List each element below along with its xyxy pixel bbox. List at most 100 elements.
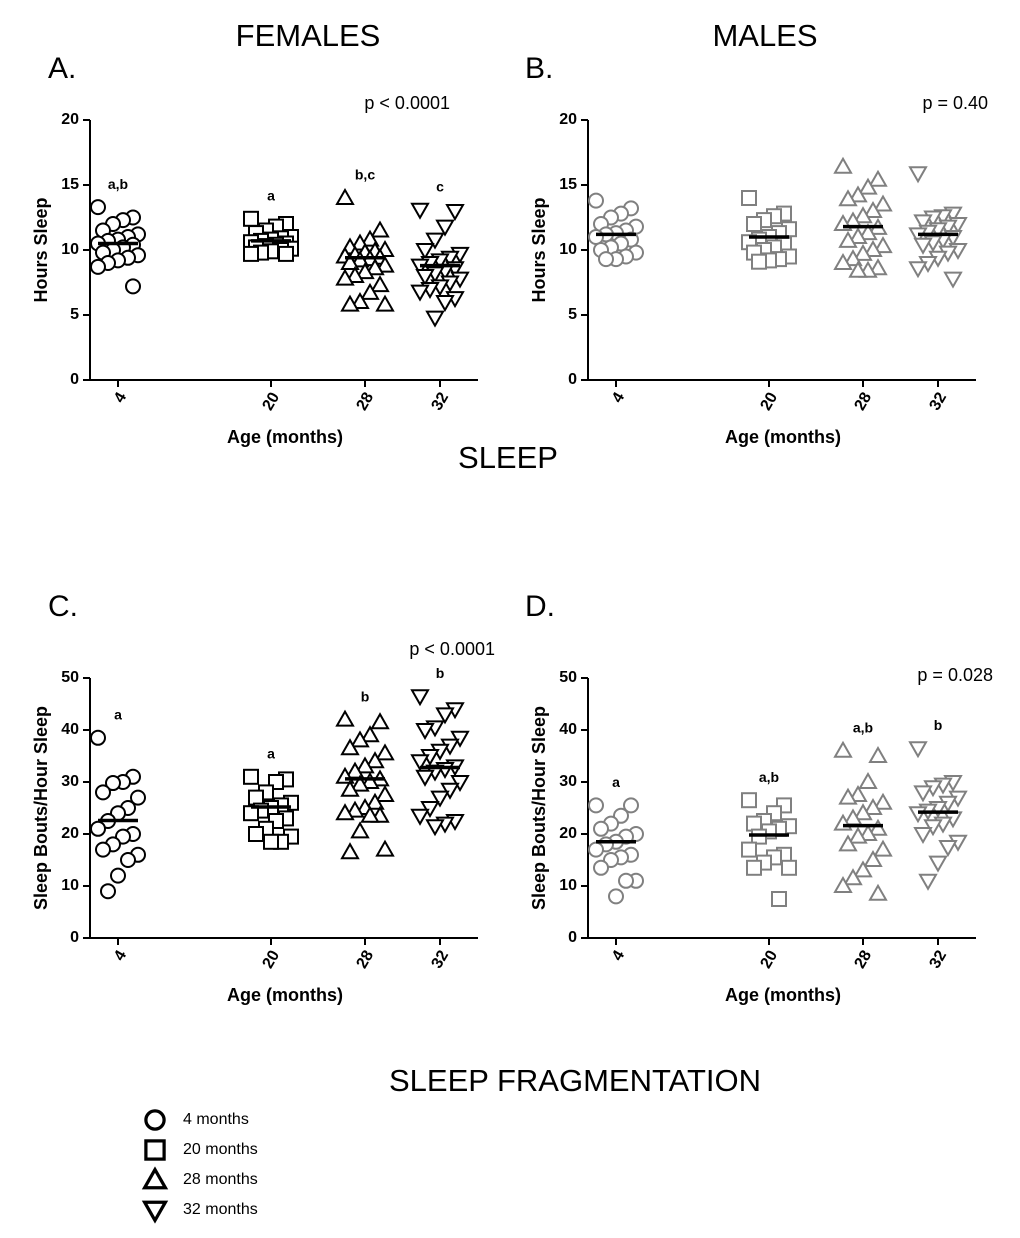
y-tick-label: 10 bbox=[61, 241, 79, 258]
point bbox=[848, 185, 868, 203]
y-tick-label: 10 bbox=[61, 877, 79, 894]
point bbox=[90, 820, 106, 837]
point bbox=[340, 252, 360, 270]
p-value: p < 0.0001 bbox=[409, 639, 495, 659]
point bbox=[435, 707, 455, 725]
y-tick-label: 15 bbox=[559, 176, 577, 193]
point bbox=[858, 823, 878, 841]
x-tick-label: 28 bbox=[353, 948, 377, 972]
y-tick-label: 20 bbox=[61, 111, 79, 128]
point bbox=[858, 771, 878, 789]
y-tick-label: 20 bbox=[559, 825, 577, 842]
y-tick-label: 20 bbox=[559, 111, 577, 128]
point bbox=[593, 859, 609, 876]
point bbox=[853, 206, 873, 224]
point bbox=[375, 784, 395, 802]
y-tick-label: 0 bbox=[568, 371, 577, 388]
point bbox=[340, 779, 360, 797]
y-tick-label: 10 bbox=[559, 877, 577, 894]
point bbox=[843, 249, 863, 267]
y-axis-label: Sleep Bouts/Hour Sleep bbox=[31, 706, 51, 910]
point bbox=[873, 839, 893, 857]
panel: D. p = 0.028 0 10 20 30 40 50 Sleep Bouts/Hour S… bbox=[525, 590, 993, 1005]
point bbox=[746, 815, 762, 832]
point bbox=[90, 258, 106, 275]
point bbox=[360, 229, 380, 247]
point bbox=[375, 294, 395, 312]
group-letter: b,c bbox=[355, 167, 375, 183]
y-tick-label: 5 bbox=[70, 306, 79, 323]
point bbox=[410, 284, 430, 302]
point bbox=[746, 216, 762, 232]
y-tick-label: 15 bbox=[61, 176, 79, 193]
point bbox=[110, 867, 126, 884]
point bbox=[410, 202, 430, 220]
point bbox=[415, 243, 435, 261]
point bbox=[425, 310, 445, 328]
panel: A. p < 0.0001 0 5 10 15 20 Hours Sleep Age (mont… bbox=[31, 52, 478, 447]
group-letter: b bbox=[436, 665, 445, 681]
point bbox=[873, 236, 893, 254]
x-tick-label: 4 bbox=[609, 390, 628, 406]
y-tick-label: 10 bbox=[559, 241, 577, 258]
group-letter: b bbox=[361, 688, 370, 704]
x-tick-label: 4 bbox=[111, 390, 130, 406]
x-tick-label: 4 bbox=[111, 948, 130, 964]
point bbox=[345, 800, 365, 818]
group-letter: a,b bbox=[108, 176, 128, 192]
group-letter: b bbox=[934, 717, 943, 733]
point bbox=[410, 754, 430, 772]
point bbox=[908, 261, 928, 279]
point bbox=[868, 258, 888, 276]
point bbox=[741, 792, 757, 809]
point bbox=[375, 743, 395, 761]
point bbox=[360, 282, 380, 300]
y-tick-label: 20 bbox=[61, 825, 79, 842]
point bbox=[913, 237, 933, 255]
point bbox=[908, 741, 928, 759]
x-tick-label: 32 bbox=[926, 948, 950, 972]
x-tick-label: 20 bbox=[757, 948, 781, 972]
point bbox=[858, 223, 878, 241]
point bbox=[863, 797, 883, 815]
point bbox=[340, 842, 360, 860]
point bbox=[838, 189, 858, 207]
point bbox=[355, 756, 375, 774]
point bbox=[410, 689, 430, 707]
point bbox=[858, 177, 878, 195]
panel-label: D. bbox=[525, 590, 555, 623]
y-tick-label: 40 bbox=[559, 721, 577, 738]
point bbox=[751, 253, 767, 270]
point bbox=[248, 789, 264, 806]
x-axis-label: Age (months) bbox=[227, 985, 343, 1005]
group-letter: a bbox=[267, 188, 275, 204]
point bbox=[908, 166, 928, 184]
point bbox=[843, 868, 863, 886]
point bbox=[868, 169, 888, 187]
panel-label: C. bbox=[48, 590, 78, 623]
point bbox=[375, 839, 395, 857]
point bbox=[445, 204, 465, 222]
y-axis-label: Hours Sleep bbox=[529, 197, 549, 302]
point bbox=[838, 834, 858, 852]
point bbox=[848, 826, 868, 844]
point bbox=[771, 891, 787, 907]
panel-label: B. bbox=[525, 52, 553, 85]
x-axis-label: Age (months) bbox=[725, 985, 841, 1005]
point bbox=[100, 883, 116, 900]
x-tick-label: 20 bbox=[259, 390, 283, 414]
point bbox=[868, 818, 888, 836]
point bbox=[415, 723, 435, 741]
point bbox=[130, 789, 146, 806]
point bbox=[375, 255, 395, 273]
point bbox=[430, 790, 450, 808]
point bbox=[335, 268, 355, 286]
point bbox=[741, 190, 757, 206]
point bbox=[833, 740, 853, 758]
point bbox=[95, 841, 111, 858]
point bbox=[365, 792, 385, 810]
point bbox=[415, 769, 435, 787]
point bbox=[425, 232, 445, 250]
point bbox=[365, 258, 385, 276]
point bbox=[141, 1200, 169, 1224]
